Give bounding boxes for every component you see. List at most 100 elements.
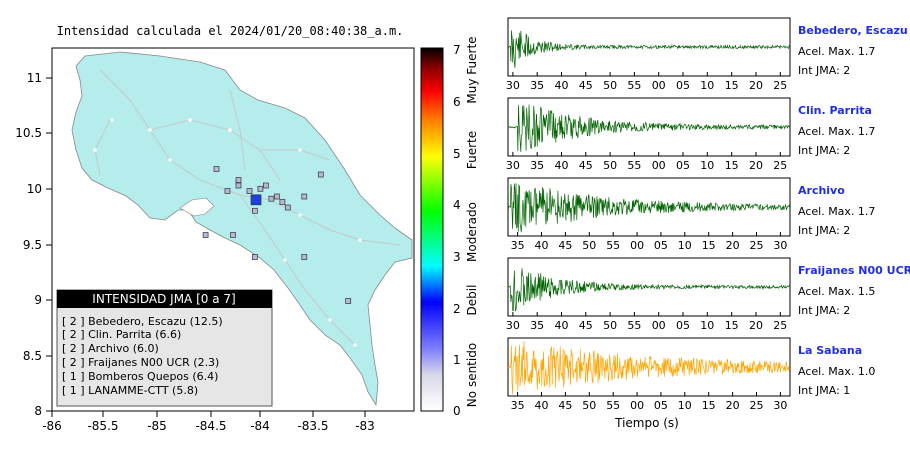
station-marker	[235, 177, 242, 183]
waveform-tick-label: 20	[726, 239, 740, 252]
int-jma-label: Int JMA: 2	[798, 224, 850, 237]
waveform-tick-label: 10	[700, 159, 714, 172]
waveform-tick-label: 05	[676, 159, 690, 172]
waveform-trace	[507, 341, 790, 395]
waveform-tick-label: 20	[726, 399, 740, 412]
legend-item: [ 1 ] Bomberos Quepos (6.4)	[62, 370, 218, 383]
lon-tick-label: -86	[42, 419, 62, 433]
waveform-tick-label: 35	[511, 239, 525, 252]
colorbar-category: Debil	[465, 285, 479, 316]
colorbar-category: Muy Fuerte	[465, 36, 479, 103]
colorbar-tick: 7	[453, 43, 461, 57]
map-title: Intensidad calculada el 2024/01/20_08:40…	[57, 24, 404, 38]
waveform-tick-label: 05	[676, 319, 690, 332]
lat-axis: 11 10.5 10 9.5 9 8.5 8	[15, 71, 52, 418]
station-name: La Sabana	[798, 344, 862, 357]
waveform-tick-label: 40	[555, 79, 569, 92]
colorbar-tick: 3	[453, 250, 461, 264]
waveform-tick-label: 55	[606, 399, 620, 412]
waveform-tick-label: 30	[506, 319, 520, 332]
waveform-tick-label: 25	[750, 399, 764, 412]
station-marker	[252, 254, 258, 260]
waveform-tick-label: 35	[530, 79, 544, 92]
station-marker	[301, 193, 308, 200]
waveform-tick-label: 00	[652, 319, 666, 332]
waveform-tick-label: 50	[603, 159, 617, 172]
waveform-tick-label: 30	[773, 239, 787, 252]
waveform-tick-label: 25	[773, 79, 787, 92]
intensity-colorbar: 0 1 2 3 4 5 6 7 No sentido Debil Moderad…	[420, 36, 479, 418]
colorbar-scale	[420, 47, 444, 412]
colorbar-tick: 1	[453, 353, 461, 367]
waveform-trace	[507, 104, 791, 152]
waveform-tick-label: 50	[582, 239, 596, 252]
waveform-trace	[507, 268, 790, 312]
legend-item: [ 2 ] Archivo (6.0)	[62, 342, 159, 355]
lon-axis: -86 -85.5 -85 -84.5 -84 -83.5 -83	[42, 411, 375, 433]
station-marker	[224, 188, 231, 194]
colorbar-tick: 4	[453, 198, 461, 212]
waveform-trace	[507, 183, 790, 233]
waveform-tick-label: 15	[725, 79, 739, 92]
waveform-tick-label: 10	[678, 239, 692, 252]
lon-tick-label: -85.5	[87, 419, 118, 433]
waveform-xlabel: Tiempo (s)	[614, 416, 679, 430]
lon-tick-label: -85	[147, 419, 167, 433]
lat-tick-label: 9.5	[23, 238, 42, 252]
waveform-tick-label: 55	[606, 239, 620, 252]
waveform-tick-label: 45	[558, 239, 572, 252]
waveform-tick-label: 50	[603, 79, 617, 92]
waveform-tick-label: 15	[725, 319, 739, 332]
colorbar-category: Fuerte	[465, 131, 479, 169]
station-marker	[274, 193, 280, 200]
int-jma-label: Int JMA: 2	[798, 144, 850, 157]
waveform-tick-label: 50	[603, 319, 617, 332]
epicenter-marker	[250, 194, 262, 206]
lat-tick-label: 11	[27, 71, 42, 85]
waveform-tick-label: 20	[749, 319, 763, 332]
waveform-panel: 30 35 40 45 50 55 00 05 10 15 20 25 Bebedero, Escazu…	[506, 17, 908, 92]
station-marker	[263, 182, 269, 189]
waveform-tick-label: 05	[676, 79, 690, 92]
waveform-tick-label: 10	[678, 399, 692, 412]
acel-max-label: Acel. Max. 1.7	[798, 45, 875, 58]
waveform-tick-label: 35	[530, 319, 544, 332]
waveform-tick-label: 55	[627, 79, 641, 92]
station-marker	[252, 207, 258, 214]
waveform-tick-label: 45	[558, 399, 572, 412]
station-name: Fraijanes N00 UCR	[798, 264, 910, 277]
waveform-tick-label: 30	[773, 399, 787, 412]
acel-max-label: Acel. Max. 1.7	[798, 205, 875, 218]
waveform-tick-label: 35	[530, 159, 544, 172]
colorbar-category: No sentido	[465, 343, 479, 407]
station-marker	[213, 166, 220, 172]
lat-tick-label: 9	[34, 293, 42, 307]
station-marker	[301, 254, 308, 260]
int-jma-label: Int JMA: 1	[798, 384, 850, 397]
lat-tick-label: 8	[34, 404, 42, 418]
waveform-tick-label: 55	[627, 319, 641, 332]
map-frame	[51, 47, 415, 412]
station-name: Bebedero, Escazu	[798, 24, 908, 37]
waveform-tick-label: 00	[630, 399, 644, 412]
station-marker	[317, 171, 324, 178]
lat-tick-label: 10	[27, 182, 42, 196]
waveform-tick-label: 40	[555, 319, 569, 332]
waveform-panel: 30 35 40 45 50 55 00 05 10 15 20 25 Clin. Parrita Ace…	[506, 97, 875, 172]
legend-box	[56, 289, 273, 407]
waveform-tick-label: 20	[749, 159, 763, 172]
station-marker	[284, 204, 291, 211]
waveform-tick-label: 40	[535, 239, 549, 252]
lat-tick-label: 10.5	[15, 126, 42, 140]
station-marker	[235, 182, 242, 189]
waveform-tick-label: 00	[652, 79, 666, 92]
lon-tick-label: -83.5	[297, 419, 328, 433]
colorbar-tick: 5	[453, 147, 461, 161]
waveform-tick-label: 45	[579, 319, 593, 332]
station-marker	[202, 232, 209, 238]
waveform-tick-label: 45	[579, 159, 593, 172]
waveform-tick-label: 50	[582, 399, 596, 412]
gulf-of-nicoya	[179, 197, 215, 217]
waveform-tick-label: 05	[654, 399, 668, 412]
colorbar-tick: 0	[453, 404, 461, 418]
